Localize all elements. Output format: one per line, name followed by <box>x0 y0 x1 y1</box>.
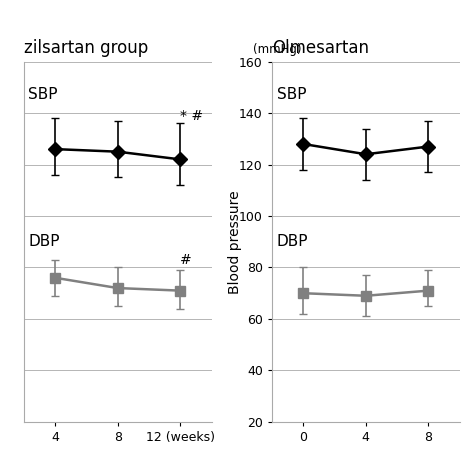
Text: SBP: SBP <box>28 87 58 102</box>
Text: #: # <box>180 254 192 267</box>
Text: * #: * # <box>180 109 203 123</box>
Text: DBP: DBP <box>276 234 308 249</box>
Text: (mmHg): (mmHg) <box>253 44 301 56</box>
Text: Olmesartan: Olmesartan <box>272 39 369 57</box>
Text: Blood pressure: Blood pressure <box>228 190 242 293</box>
Text: DBP: DBP <box>28 234 60 249</box>
Text: zilsartan group: zilsartan group <box>24 39 148 57</box>
Text: SBP: SBP <box>276 87 306 102</box>
